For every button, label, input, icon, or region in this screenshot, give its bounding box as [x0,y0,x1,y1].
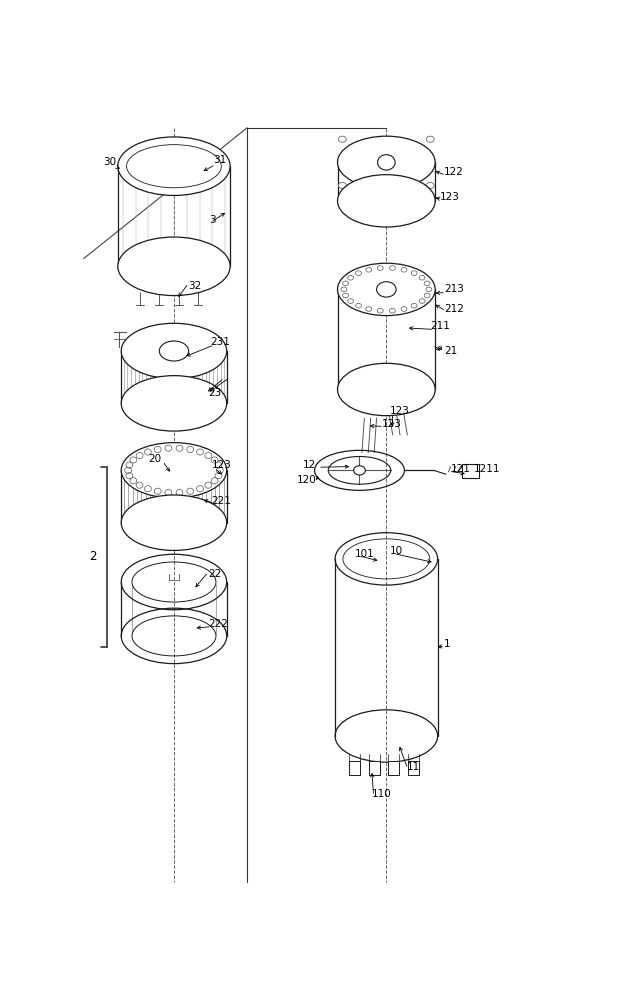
Ellipse shape [377,155,395,170]
Ellipse shape [377,282,396,297]
Ellipse shape [338,136,435,189]
Ellipse shape [353,466,365,475]
Text: 1: 1 [444,639,450,649]
Text: 32: 32 [188,281,202,291]
Text: 123: 123 [381,419,401,429]
Ellipse shape [159,341,188,361]
Text: 110: 110 [372,789,391,799]
Text: 123: 123 [440,192,460,202]
Ellipse shape [338,136,346,142]
Ellipse shape [121,323,227,379]
Text: 21: 21 [444,346,457,356]
Text: 221: 221 [212,496,231,506]
Text: 3: 3 [210,215,216,225]
Ellipse shape [427,136,434,142]
Ellipse shape [338,263,435,316]
Ellipse shape [338,363,435,416]
Bar [408,761,418,774]
Text: 120: 120 [297,475,316,485]
Text: 213: 213 [444,284,464,294]
Text: 11: 11 [407,762,420,772]
Text: 101: 101 [355,549,374,559]
Text: 12: 12 [303,460,316,470]
Text: 1211: 1211 [474,464,501,474]
Text: 30: 30 [103,157,117,167]
Bar [349,761,360,774]
Bar [369,761,379,774]
Text: 123: 123 [390,406,410,416]
Text: 222: 222 [208,619,228,629]
Text: 231: 231 [210,337,231,347]
Text: 20: 20 [149,454,162,464]
Ellipse shape [338,182,346,189]
Text: 31: 31 [213,155,226,165]
Text: 123: 123 [212,460,231,470]
Text: 23: 23 [208,388,221,398]
Text: 22: 22 [208,569,221,579]
Text: 2: 2 [89,550,97,563]
Text: 10: 10 [390,546,403,556]
Ellipse shape [121,443,227,498]
Bar [388,761,399,774]
Bar [462,464,479,478]
Ellipse shape [121,376,227,431]
Ellipse shape [338,175,435,227]
Ellipse shape [118,237,230,296]
Text: 211: 211 [430,321,450,331]
Text: 212: 212 [444,304,464,314]
Ellipse shape [118,137,230,195]
Text: 122: 122 [444,167,464,177]
Ellipse shape [427,182,434,189]
Text: 121: 121 [451,464,471,474]
Ellipse shape [121,495,227,550]
